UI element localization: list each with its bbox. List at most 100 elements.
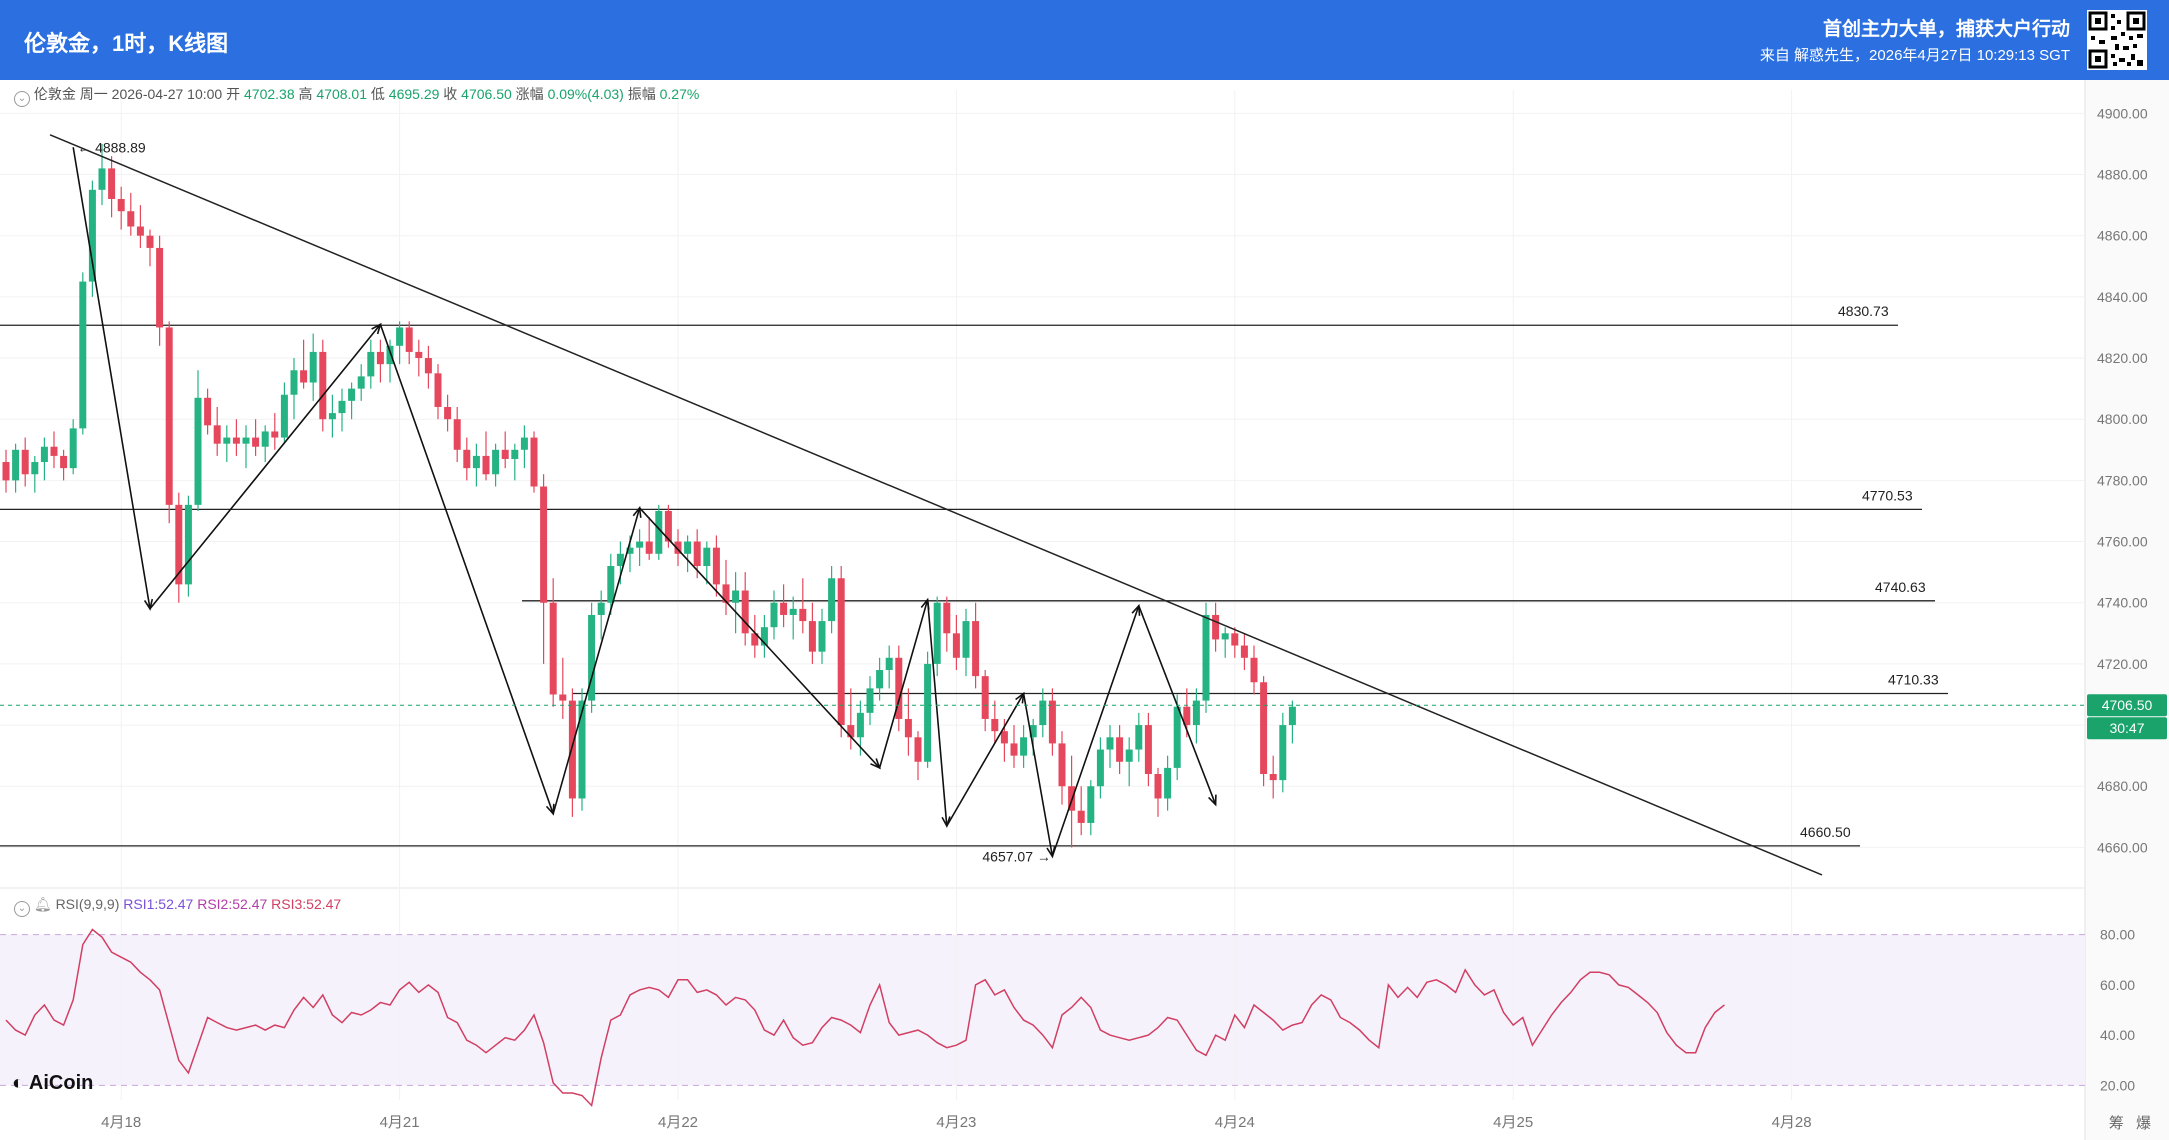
candle-body xyxy=(847,725,855,738)
candle-body xyxy=(568,700,576,799)
candle-body xyxy=(655,510,663,554)
candle-body xyxy=(213,425,221,444)
bell-icon[interactable]: 🔔︎ xyxy=(33,896,52,912)
candle-body xyxy=(1116,737,1124,762)
candle-body xyxy=(760,627,768,646)
low-label: 低 xyxy=(370,86,385,102)
candle-body xyxy=(300,370,308,383)
candle-body xyxy=(770,602,778,628)
candle-body xyxy=(588,614,596,701)
candle-body xyxy=(520,437,528,450)
price-tick-label: 4860.00 xyxy=(2097,228,2148,244)
candle-body xyxy=(1250,657,1258,683)
trendline xyxy=(49,134,1823,876)
candle-body xyxy=(549,602,557,695)
candle-body xyxy=(156,247,164,328)
candle-body xyxy=(242,437,250,444)
candle-body xyxy=(204,397,212,426)
change-label: 涨幅 xyxy=(515,86,544,102)
candle-body xyxy=(924,663,932,762)
candle-body xyxy=(751,633,759,646)
candle-body xyxy=(1096,749,1104,787)
time-tick-label: 4月23 xyxy=(936,1114,976,1131)
wave-arrowhead xyxy=(1015,691,1025,704)
candle-body xyxy=(1087,786,1095,823)
candle-body xyxy=(50,446,58,456)
candle-body xyxy=(492,449,500,475)
candle-body xyxy=(732,590,740,603)
wave-arrowhead xyxy=(1046,846,1056,859)
high-label: 高 xyxy=(298,86,313,102)
candle-body xyxy=(972,621,980,677)
candle-body xyxy=(69,428,77,469)
price-tick-label: 4760.00 xyxy=(2097,534,2148,550)
price-axis-panel xyxy=(2085,80,2169,1140)
candle-body xyxy=(405,327,413,352)
candle-body xyxy=(453,419,461,450)
candle-body xyxy=(434,373,442,407)
candle-body xyxy=(741,590,749,634)
price-chart[interactable]: 4900.00 4880.00 4860.00 4840.00 4820.00 4800.… xyxy=(0,80,2169,1140)
logo-mark-icon: ◐ xyxy=(12,1072,25,1094)
brand-name: AiCoin xyxy=(28,1072,94,1094)
candle-body xyxy=(444,406,452,420)
candle-body xyxy=(2,462,10,481)
candle-body xyxy=(636,541,644,548)
candle-body xyxy=(338,400,346,414)
wave-path xyxy=(72,147,1217,858)
candle-body xyxy=(684,541,692,554)
candle-body xyxy=(828,578,836,622)
candle-body xyxy=(1010,743,1018,756)
low-annotation: 4657.07 → xyxy=(982,848,1051,864)
candle-body xyxy=(271,431,279,438)
wave-arrowhead xyxy=(1208,794,1217,807)
candle-body xyxy=(1260,682,1268,775)
candle-body xyxy=(1000,731,1008,744)
candle-body xyxy=(712,547,720,585)
wave-arrowhead xyxy=(920,597,930,610)
candle-body xyxy=(88,189,96,282)
low-value: 4695.29 xyxy=(388,86,440,102)
candle-body xyxy=(607,566,615,603)
price-tick-label: 4780.00 xyxy=(2097,472,2148,488)
candle-body xyxy=(693,541,701,567)
candle-body xyxy=(856,712,864,738)
candle-body xyxy=(1020,737,1028,756)
candle-body xyxy=(1192,700,1200,726)
candle-body xyxy=(21,449,29,475)
wave-arrowhead xyxy=(1131,603,1141,616)
candle-body xyxy=(463,449,471,469)
price-tick-label: 4820.00 xyxy=(2097,350,2148,366)
price-tick-label: 4800.00 xyxy=(2097,411,2148,427)
candle-body xyxy=(290,370,298,395)
candle-body xyxy=(1077,810,1085,823)
candle-body xyxy=(1183,706,1191,726)
wave-arrowhead xyxy=(941,816,951,829)
candle-body xyxy=(184,504,192,585)
rsi-collapse-icon[interactable]: ⌄ xyxy=(14,901,30,917)
price-tick-label: 4660.00 xyxy=(2097,839,2148,855)
wave-arrowhead xyxy=(143,598,154,611)
candle-body xyxy=(914,737,922,762)
candle-body xyxy=(511,449,519,459)
wave-arrowhead xyxy=(870,758,881,770)
horizontal-level-label: 4740.63 xyxy=(1875,579,1926,595)
candle-body xyxy=(837,578,845,726)
candle-body xyxy=(933,602,941,664)
candle-body xyxy=(1202,614,1210,701)
time-tick-label: 4月28 xyxy=(1772,1114,1812,1131)
candle-body xyxy=(482,455,490,475)
candle-body xyxy=(194,397,202,505)
candle-body xyxy=(885,657,893,671)
candle-body xyxy=(280,394,288,438)
rsi-tick-label: 60.00 xyxy=(2100,977,2135,993)
horizontal-level-label: 4710.33 xyxy=(1888,671,1939,687)
aicoin-logo: ◐ AiCoin xyxy=(12,1072,93,1095)
candle-body xyxy=(559,694,567,701)
qr-code-icon xyxy=(2087,10,2147,70)
collapse-toggle-icon[interactable]: ⌄ xyxy=(14,91,30,107)
high-value: 4708.01 xyxy=(316,86,367,102)
candle-body xyxy=(367,351,375,377)
candle-body xyxy=(175,504,183,585)
candle-body xyxy=(424,358,432,374)
